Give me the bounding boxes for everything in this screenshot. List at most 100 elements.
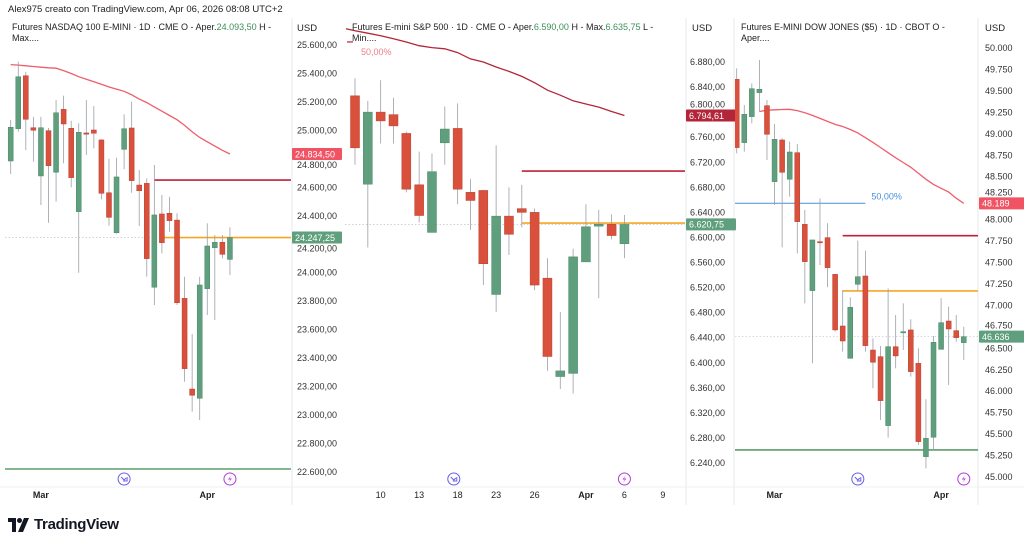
y-tick-label: 6.360,00 xyxy=(690,383,725,393)
tradingview-logo[interactable]: TradingView xyxy=(8,516,119,533)
time-axis-label: 9 xyxy=(660,490,665,500)
last-price-badge: 24.247,25 xyxy=(292,231,342,244)
candle-body xyxy=(568,256,578,374)
candle xyxy=(106,158,112,226)
candle xyxy=(779,138,785,248)
candle xyxy=(440,106,450,165)
badge-bg xyxy=(979,330,1024,343)
candle-body xyxy=(862,275,869,346)
y-tick-label: 46.250 xyxy=(985,365,1013,375)
candle xyxy=(606,214,617,240)
time-axis-label: Mar xyxy=(767,490,784,500)
y-tick-label: 6.880,00 xyxy=(690,57,725,67)
ma-value-badge: 48.189 xyxy=(979,197,1024,210)
dividend-arrow-icon[interactable] xyxy=(447,472,461,486)
candle-body xyxy=(606,224,617,236)
y-tick-label: 6.560,00 xyxy=(690,258,725,268)
candle-body xyxy=(877,356,884,401)
badge-text: 6.620,75 xyxy=(689,220,724,230)
y-tick-label: 49.000 xyxy=(985,129,1013,139)
candle xyxy=(786,141,793,197)
badge-text: 48.189 xyxy=(982,199,1010,209)
y-tick-label: 22.800,00 xyxy=(297,439,337,449)
candle-body xyxy=(764,105,770,135)
candle-body xyxy=(517,208,527,213)
open-value: 24.093,50 xyxy=(216,22,257,32)
candle-body xyxy=(749,88,755,117)
badge-text: 46.636 xyxy=(982,332,1010,342)
candle-body xyxy=(581,226,591,263)
y-tick-label: 45.500 xyxy=(985,429,1013,439)
lightning-event-icon[interactable] xyxy=(957,472,971,486)
candle xyxy=(196,276,203,421)
y-tick-label: 48.750 xyxy=(985,150,1013,160)
candle xyxy=(375,80,386,144)
candle xyxy=(204,223,211,316)
y-tick-label: 22.600,00 xyxy=(297,467,337,477)
open-value: 6.590,00 xyxy=(533,22,569,32)
candle-body xyxy=(594,224,604,227)
lightning-glyph xyxy=(227,475,232,483)
panel-3-header[interactable]: Futures E-MINI DOW JONES ($5) · 1D · CBO… xyxy=(741,22,973,44)
candle xyxy=(166,196,173,232)
y-tick-label: 25.400,00 xyxy=(297,68,337,78)
candle xyxy=(892,315,899,369)
y-tick-label: 24.800,00 xyxy=(297,160,337,170)
candle-body xyxy=(555,370,566,377)
dividend-arrow-icon[interactable] xyxy=(851,472,865,486)
candle xyxy=(923,399,929,469)
badge-bg xyxy=(686,109,736,122)
header-rest: H - Max.... xyxy=(12,22,272,43)
symbol-title: Futures NASDAQ 100 E-MINI · 1D · CME O -… xyxy=(12,22,217,32)
dividend-arrow-icon[interactable] xyxy=(117,472,131,486)
y-tick-label: 24.000,00 xyxy=(297,268,337,278)
candle-body xyxy=(953,330,959,338)
y-tick-label: 47.250 xyxy=(985,279,1013,289)
candle xyxy=(908,319,914,377)
candle-body xyxy=(83,132,90,135)
candle xyxy=(802,209,808,304)
candle-body xyxy=(212,242,218,248)
y-tick-label: 6.440,00 xyxy=(690,333,725,343)
lightning-glyph xyxy=(961,475,966,483)
y-tick-label: 48.500 xyxy=(985,172,1013,182)
candle xyxy=(855,240,861,291)
panel-1-header[interactable]: Futures NASDAQ 100 E-MINI · 1D · CME O -… xyxy=(12,22,284,44)
candle-body xyxy=(121,128,127,150)
candle-body xyxy=(166,212,173,221)
arrow-glyph xyxy=(854,476,862,482)
y-tick-label: 46.750 xyxy=(985,321,1013,331)
y-tick-label: 23.000,00 xyxy=(297,410,337,420)
candle-body xyxy=(388,114,399,127)
candle-body xyxy=(885,346,891,426)
candle-body xyxy=(915,363,922,442)
y-tick-label: 46.500 xyxy=(985,343,1013,353)
candle-body xyxy=(227,237,233,260)
candle xyxy=(824,223,831,288)
candle xyxy=(15,61,22,132)
candle xyxy=(756,60,763,112)
panel-2-header[interactable]: Futures E-mini S&P 500 · 1D · CME O - Ap… xyxy=(352,22,677,44)
candle xyxy=(517,184,527,228)
y-tick-label: 6.320,00 xyxy=(690,408,725,418)
candle-body xyxy=(113,176,120,233)
candle-body xyxy=(465,192,476,201)
candle-body xyxy=(771,139,778,182)
lightning-event-icon[interactable] xyxy=(617,472,631,486)
brand-name: TradingView xyxy=(34,516,119,533)
y-tick-label: 46.000 xyxy=(985,386,1013,396)
candle-body xyxy=(923,438,929,457)
candle xyxy=(735,68,740,154)
y-tick-label: 23.600,00 xyxy=(297,325,337,335)
candle xyxy=(529,208,540,291)
candle-body xyxy=(106,192,112,218)
candle xyxy=(181,276,188,382)
lightning-event-icon[interactable] xyxy=(223,472,237,486)
time-axis-label: 10 xyxy=(376,490,386,500)
candle-body xyxy=(892,346,899,357)
candle xyxy=(159,195,165,254)
candle xyxy=(938,298,944,350)
y-tick-label: 24.400,00 xyxy=(297,211,337,221)
candle-body xyxy=(53,112,59,173)
